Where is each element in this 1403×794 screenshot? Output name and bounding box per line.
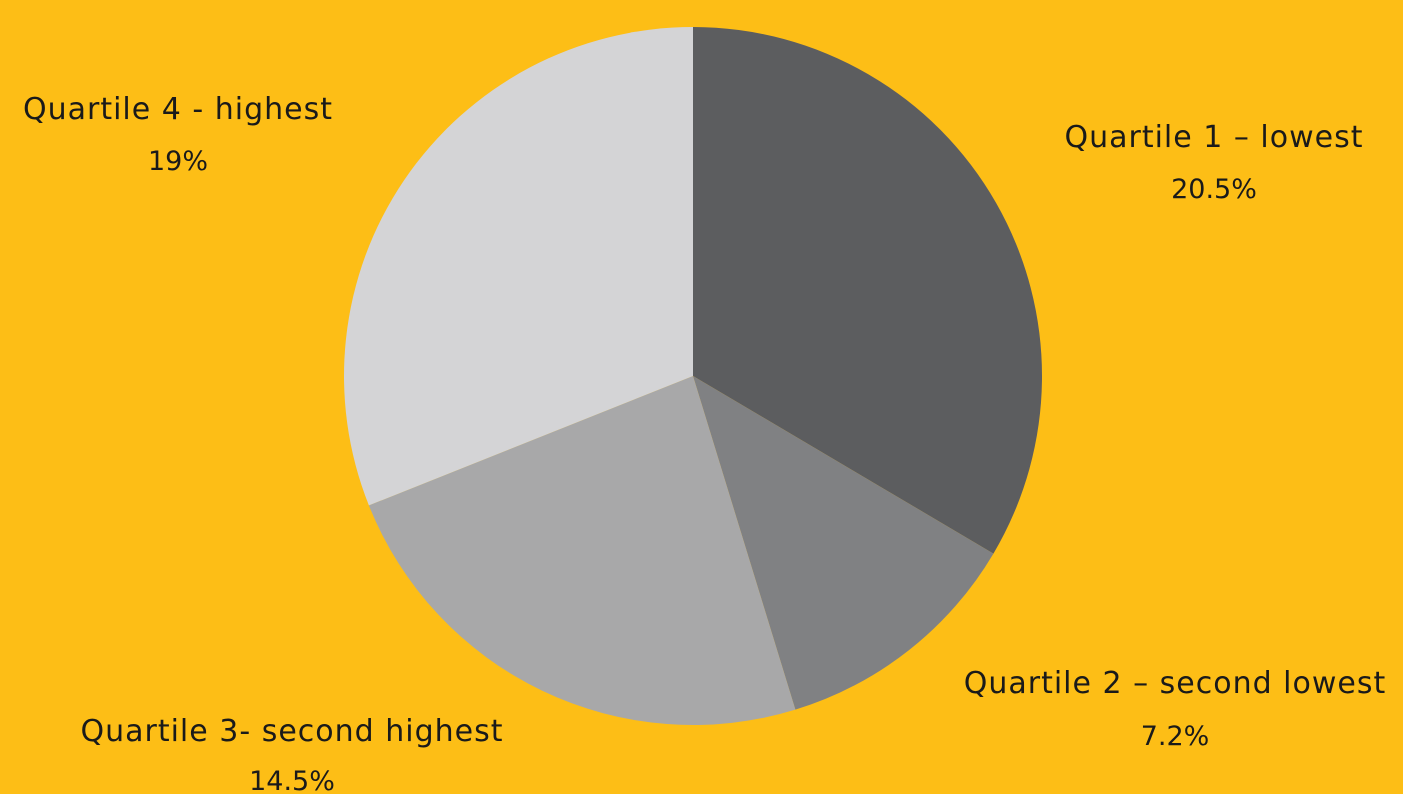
- pie-slice-quartile-4: [344, 27, 693, 506]
- pie-labels: Quartile 1 – lowest 20.5% Quartile 2 – sec…: [23, 92, 1387, 794]
- slice-value-quartile-1: 20.5%: [1171, 174, 1257, 205]
- pie-slice-quartile-3: [368, 376, 796, 726]
- slice-label-quartile-1: Quartile 1 – lowest: [1064, 120, 1363, 155]
- pie-slice-quartile-1: [693, 26, 1043, 554]
- slice-value-quartile-3: 14.5%: [249, 766, 335, 794]
- pie-slice-quartile-2: [693, 376, 994, 710]
- slice-label-quartile-3: Quartile 3- second highest: [80, 714, 503, 749]
- slice-value-quartile-4: 19%: [148, 146, 208, 177]
- slice-label-quartile-2: Quartile 2 – second lowest: [964, 666, 1387, 701]
- pie-slices: [344, 26, 1043, 726]
- slice-label-quartile-4: Quartile 4 - highest: [23, 92, 333, 127]
- slice-value-quartile-2: 7.2%: [1141, 721, 1210, 752]
